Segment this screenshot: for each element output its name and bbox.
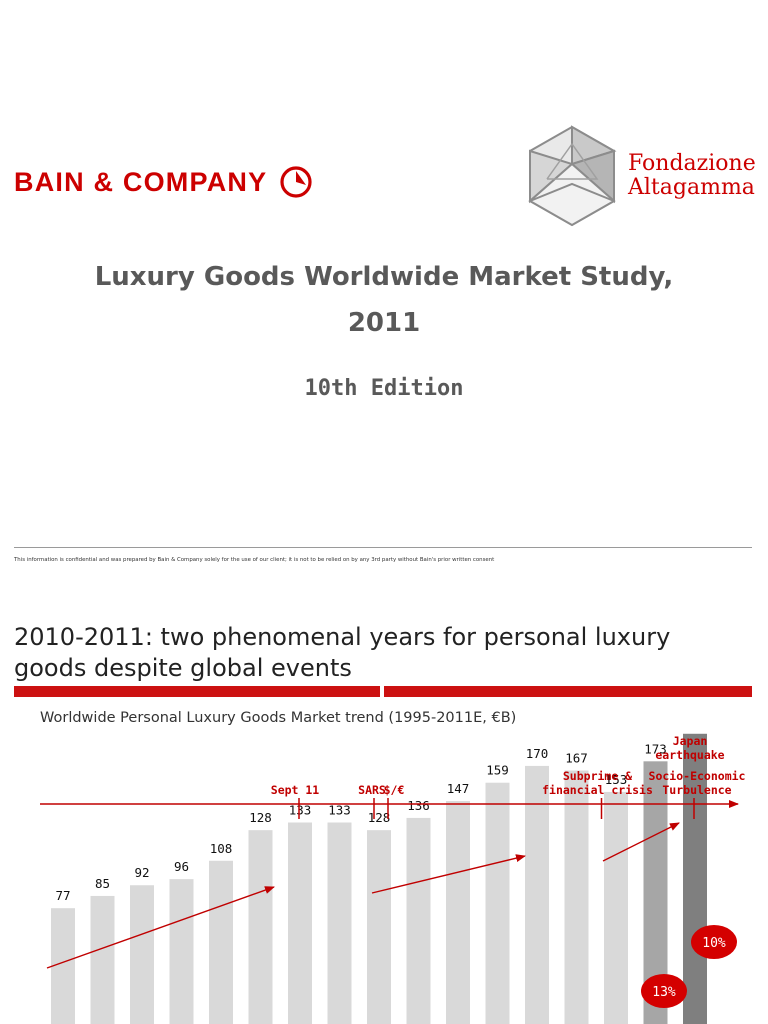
data-label-2008: 167 [565,750,588,765]
report-title: Luxury Goods Worldwide Market Study, 201… [0,254,768,346]
event-label-subprime-1: Subprime & [563,769,632,783]
altagamma-line-1: Fondazione [628,151,756,176]
event-label-sept11: Sept 11 [271,783,320,797]
event-label-usd-eur: $/€ [384,783,405,797]
trend-arrow-2003-2007 [371,854,526,894]
data-label-1996: 85 [95,876,110,891]
growth-badge-10-label: 10% [702,936,726,951]
bar-2001 [288,822,312,1024]
bar-2005 [446,801,470,1024]
market-trend-chart: 77 85 92 96 108 128 133 133 128 136 147 159 170 167 15… [40,733,746,1024]
altagamma-logo-text: Fondazione Altagamma [628,152,756,200]
altagamma-line-2: Altagamma [628,175,755,200]
data-label-2002: 133 [328,803,351,818]
bar-1997 [130,885,154,1024]
bain-company-logo: BAIN & COMPANY [14,162,313,202]
data-label-2006: 159 [486,763,509,778]
confidential-notice: This information is confidential and was… [14,557,495,563]
bar-2004 [406,817,431,1024]
bar-2000 [248,830,273,1024]
growth-badge-13-bubble [641,974,687,1008]
data-label-1995: 77 [55,888,70,903]
data-label-2007: 170 [526,746,549,761]
trend-arrow-2009-2011 [602,822,680,862]
title-underline-gap [380,686,384,697]
data-label-1999: 108 [210,841,233,856]
bain-logo-mark-icon [280,166,312,198]
edition-subtitle: 10th Edition [304,376,464,401]
bain-logo-text: BAIN & COMPANY [14,166,268,197]
bar-2006 [485,782,510,1024]
data-label-2000: 128 [249,810,272,825]
data-label-2010: 173 [644,741,667,756]
data-label-2003: 128 [368,810,391,825]
slide-title-line-1: 2010-2011: two phenomenal years for pers… [14,623,671,651]
report-title-line-1: Luxury Goods Worldwide Market Study, [94,262,674,292]
data-label-1997: 92 [134,865,149,880]
slide-title: 2010-2011: two phenomenal years for pers… [14,622,670,684]
bar-1998 [169,879,194,1024]
event-label-turbulence-2: Turbulence [662,783,731,797]
data-label-2005: 147 [447,781,470,796]
bar-2011E [683,733,707,1024]
report-title-line-2: 2011 [347,308,421,338]
data-label-2001: 133 [289,803,312,818]
growth-badge-10-bubble [691,925,737,959]
slide-title-line-2: goods despite global events [14,654,352,682]
event-label-sars: SARS [358,783,386,797]
bar-2008 [564,770,589,1024]
altagamma-icosahedron-icon [528,125,617,227]
bar-2002 [327,822,352,1024]
data-label-2004: 136 [407,798,430,813]
bar-1996 [90,895,115,1024]
bar-1999 [209,860,233,1024]
bar-2007 [525,765,549,1024]
bar-2009 [604,791,628,1024]
chart-title: Worldwide Personal Luxury Goods Market t… [40,710,517,726]
page-divider [14,547,752,548]
growth-badge-13-label: 13% [652,985,676,1000]
event-label-japan-1: Japan [673,734,708,748]
bar-2003 [367,830,391,1024]
data-label-2009: 153 [605,772,628,787]
event-label-subprime-2: financial crisis [542,783,653,797]
event-label-turbulence-1: Socio-Economic [649,769,746,783]
event-label-japan-2: earthquake [655,748,724,762]
bar-1995 [51,908,75,1024]
data-label-1998: 96 [174,859,189,874]
trend-arrow-1995-2001 [46,886,275,969]
